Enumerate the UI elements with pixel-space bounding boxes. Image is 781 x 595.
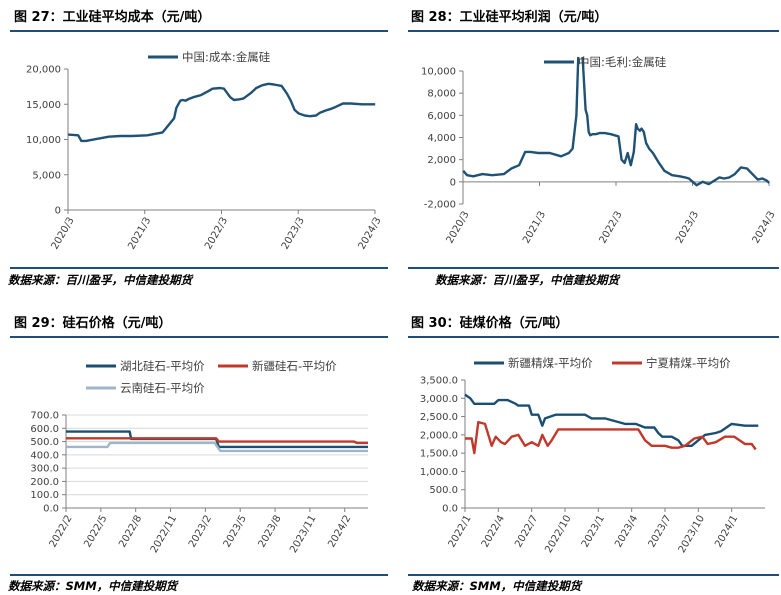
x-tick-label: 2022/10	[543, 514, 573, 555]
x-tick-label: 2022/1	[447, 514, 474, 550]
x-tick-label: 2023/8	[257, 514, 284, 550]
x-tick-label: 2024/2	[326, 514, 353, 550]
y-tick-label: 10,000	[26, 135, 61, 146]
series-line-0	[68, 82, 376, 143]
y-tick-label: -2,000	[424, 200, 456, 211]
source-29: 数据来源：SMM，中信建投期货	[8, 579, 178, 593]
y-tick-label: 15,000	[26, 100, 61, 111]
y-tick-label: 300.0	[30, 464, 59, 475]
x-tick-label: 2023/1	[580, 514, 607, 550]
y-tick-label: 3,500.0	[420, 376, 458, 387]
x-tick-label: 2024/3	[357, 216, 384, 252]
y-tick-label: 10,000	[421, 67, 456, 78]
x-tick-label: 2021/3	[521, 210, 548, 246]
source-28: 数据来源：百川盈孚，中信建投期货	[435, 273, 619, 287]
legend-label-0: 中国:毛利:金属硅	[578, 55, 667, 69]
x-tick-label: 2023/4	[613, 514, 640, 550]
figure-title-28: 图 28：工业硅平均利润（元/吨）	[411, 10, 608, 25]
series-line-2	[66, 441, 368, 453]
x-tick-label: 2023/10	[677, 514, 707, 555]
y-tick-label: 500.0	[30, 437, 59, 448]
chart-2: 0.0 100.0 200.0 300.0 400.0 500.0 600.0 700.0 20…	[30, 359, 368, 555]
chart-0: 0 5,000 10,000 15,000 20,000 2020/3 2021/3 2022…	[26, 50, 384, 251]
figure-title-27: 图 27：工业硅平均成本（元/吨）	[14, 10, 211, 25]
y-tick-label: 100.0	[30, 490, 59, 501]
y-tick-label: 2,500.0	[420, 412, 458, 423]
series-line-1	[465, 420, 757, 455]
title-rule-27	[10, 30, 388, 32]
x-tick-label: 2022/4	[480, 514, 507, 550]
legend-label-0: 新疆精煤-平均价	[508, 356, 593, 370]
figure-title-30: 图 30：硅煤价格（元/吨）	[411, 316, 569, 331]
y-tick-label: 1,500.0	[420, 449, 458, 460]
x-tick-label: 2023/3	[674, 210, 701, 246]
x-tick-label: 2022/3	[598, 210, 625, 246]
source-rule-27	[10, 267, 388, 269]
y-tick-label: 0	[55, 206, 61, 217]
source-rule-29	[10, 574, 388, 576]
figure-title-29: 图 29：硅石价格（元/吨）	[14, 316, 172, 331]
y-tick-label: 600.0	[30, 424, 59, 435]
x-tick-label: 2024/1	[713, 514, 740, 550]
legend-label-0: 中国:成本:金属硅	[182, 50, 271, 64]
y-tick-label: 200.0	[30, 477, 59, 488]
x-tick-label: 2022/3	[203, 216, 230, 252]
title-rule-28	[408, 30, 779, 32]
y-tick-label: 500.0	[429, 485, 458, 496]
x-tick-label: 2022/7	[513, 514, 540, 550]
chart-3: 0.0 500.0 1,000.0 1,500.0 2,000.0 2,500.0 3,00…	[420, 356, 765, 555]
y-tick-label: 8,000	[427, 89, 456, 100]
x-tick-label: 2023/11	[288, 514, 318, 555]
y-tick-label: 0.0	[442, 504, 458, 515]
x-tick-label: 2023/3	[280, 216, 307, 252]
y-tick-label: 20,000	[26, 65, 61, 76]
source-27: 数据来源：百川盈孚，中信建投期货	[8, 273, 192, 287]
x-tick-label: 2020/3	[50, 216, 77, 252]
legend-label-2: 云南硅石-平均价	[120, 381, 205, 395]
y-tick-label: 6,000	[427, 111, 456, 122]
y-tick-label: 2,000	[427, 155, 456, 166]
x-tick-label: 2023/2	[187, 514, 214, 550]
x-tick-label: 2022/2	[48, 514, 75, 550]
source-rule-30	[408, 574, 779, 576]
series-line-1	[66, 437, 368, 445]
title-rule-29	[10, 336, 388, 338]
x-tick-label: 2022/8	[117, 514, 144, 550]
chart-1: -2,000 0 2,000 4,000 6,000 8,000 10,000 2020/3 2…	[421, 55, 778, 246]
x-tick-label: 2023/5	[222, 514, 249, 550]
y-tick-label: 400.0	[30, 450, 59, 461]
x-tick-label: 2020/3	[445, 210, 472, 246]
x-tick-label: 2024/3	[751, 210, 778, 246]
y-tick-label: 700.0	[30, 411, 59, 422]
y-tick-label: 3,000.0	[420, 394, 458, 405]
source-30: 数据来源：SMM，中信建投期货	[412, 579, 582, 593]
y-tick-label: 0	[450, 177, 456, 188]
source-rule-28	[408, 267, 779, 269]
y-tick-label: 2,000.0	[420, 430, 458, 441]
x-tick-label: 2022/5	[82, 514, 109, 550]
legend-label-1: 新疆硅石-平均价	[252, 359, 337, 373]
y-tick-label: 4,000	[427, 133, 456, 144]
legend-label-0: 湖北硅石-平均价	[120, 359, 205, 373]
x-tick-label: 2022/11	[149, 514, 179, 555]
x-tick-label: 2023/7	[647, 514, 674, 550]
x-tick-label: 2021/3	[126, 216, 153, 252]
series-line-0	[462, 57, 771, 187]
title-rule-30	[408, 336, 779, 338]
y-tick-label: 0.0	[43, 504, 59, 515]
y-tick-label: 1,000.0	[420, 467, 458, 478]
legend-label-1: 宁夏精煤-平均价	[646, 356, 731, 370]
y-tick-label: 5,000	[32, 170, 61, 181]
